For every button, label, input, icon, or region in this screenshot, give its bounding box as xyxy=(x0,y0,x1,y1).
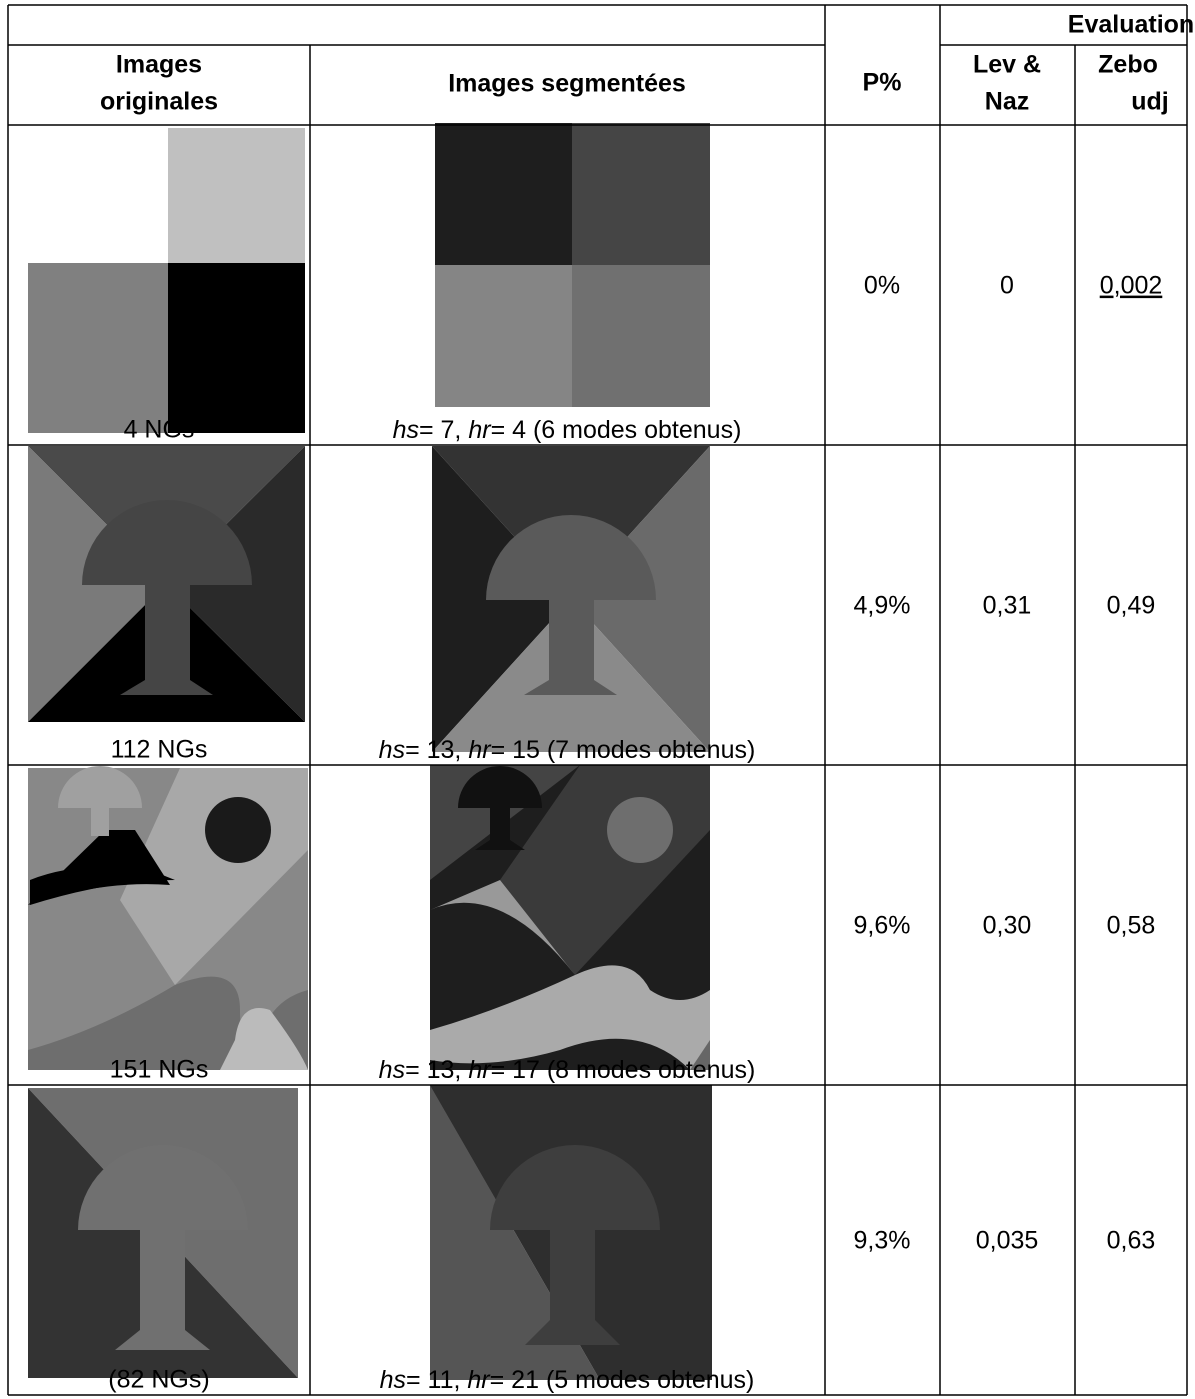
p-value: 0% xyxy=(864,272,900,300)
levnaz-value: 0 xyxy=(1000,272,1014,300)
table-grid xyxy=(7,4,1188,1396)
hr-label: hr xyxy=(468,416,492,444)
hr-value: = 4 (6 modes obtenus) xyxy=(491,416,742,444)
img-r1-segmented xyxy=(435,123,710,407)
img-r4-segmented xyxy=(430,1085,712,1380)
hr-value: = 17 (8 modes obtenus) xyxy=(491,1056,756,1084)
hr-value: = 15 (7 modes obtenus) xyxy=(491,736,756,764)
header-zebo: udj xyxy=(1131,88,1169,116)
segmented-caption: hs= 11, hr= 21 (5 modes obtenus) xyxy=(380,1366,755,1394)
header-original: Images xyxy=(116,51,202,79)
original-caption: 151 NGs xyxy=(110,1056,209,1084)
hs-value: = 7, xyxy=(419,416,468,444)
original-caption: 4 NGs xyxy=(124,416,195,444)
img-r1-original xyxy=(28,128,305,433)
header-levnaz: Lev & xyxy=(973,51,1041,79)
header-zebo: Zebo xyxy=(1098,51,1158,79)
hs-label: hs xyxy=(379,736,405,764)
hr-label: hr xyxy=(468,736,492,764)
hs-value: = 13, xyxy=(405,736,468,764)
img-r2-segmented xyxy=(432,446,710,752)
p-value: 9,3% xyxy=(854,1227,911,1255)
hs-label: hs xyxy=(393,416,419,444)
header-original: originales xyxy=(100,88,218,116)
header-evaluation: Evaluation xyxy=(1068,11,1194,39)
img-r3-original xyxy=(28,766,308,1070)
zebo-value: 0,63 xyxy=(1107,1227,1156,1255)
header-p: P% xyxy=(863,69,902,97)
segmented-caption: hs= 13, hr= 15 (7 modes obtenus) xyxy=(379,736,756,764)
img-r2-original xyxy=(28,446,305,722)
hr-label: hr xyxy=(468,1056,492,1084)
header-segmented: Images segmentées xyxy=(448,70,686,98)
zebo-value: 0,49 xyxy=(1107,592,1156,620)
segmented-caption: hs= 7, hr= 4 (6 modes obtenus) xyxy=(393,416,742,444)
zebo-value: 0,002 xyxy=(1100,272,1163,300)
hs-value: = 11, xyxy=(406,1366,467,1394)
img-r3-segmented xyxy=(430,765,710,1070)
levnaz-value: 0,30 xyxy=(983,912,1032,940)
img-r4-original xyxy=(28,1088,298,1378)
zebo-value: 0,58 xyxy=(1107,912,1156,940)
hs-value: = 13, xyxy=(405,1056,468,1084)
header-levnaz: Naz xyxy=(985,88,1029,116)
hr-value: = 21 (5 modes obtenus) xyxy=(490,1366,755,1394)
hs-label: hs xyxy=(379,1056,405,1084)
levnaz-value: 0,31 xyxy=(983,592,1032,620)
hr-label: hr xyxy=(467,1366,491,1394)
original-caption: 112 NGs xyxy=(111,736,208,764)
hs-label: hs xyxy=(380,1366,406,1394)
segmented-caption: hs= 13, hr= 17 (8 modes obtenus) xyxy=(379,1056,756,1084)
original-caption: (82 NGs) xyxy=(108,1366,209,1394)
p-value: 9,6% xyxy=(854,912,911,940)
p-value: 4,9% xyxy=(854,592,911,620)
levnaz-value: 0,035 xyxy=(976,1227,1039,1255)
